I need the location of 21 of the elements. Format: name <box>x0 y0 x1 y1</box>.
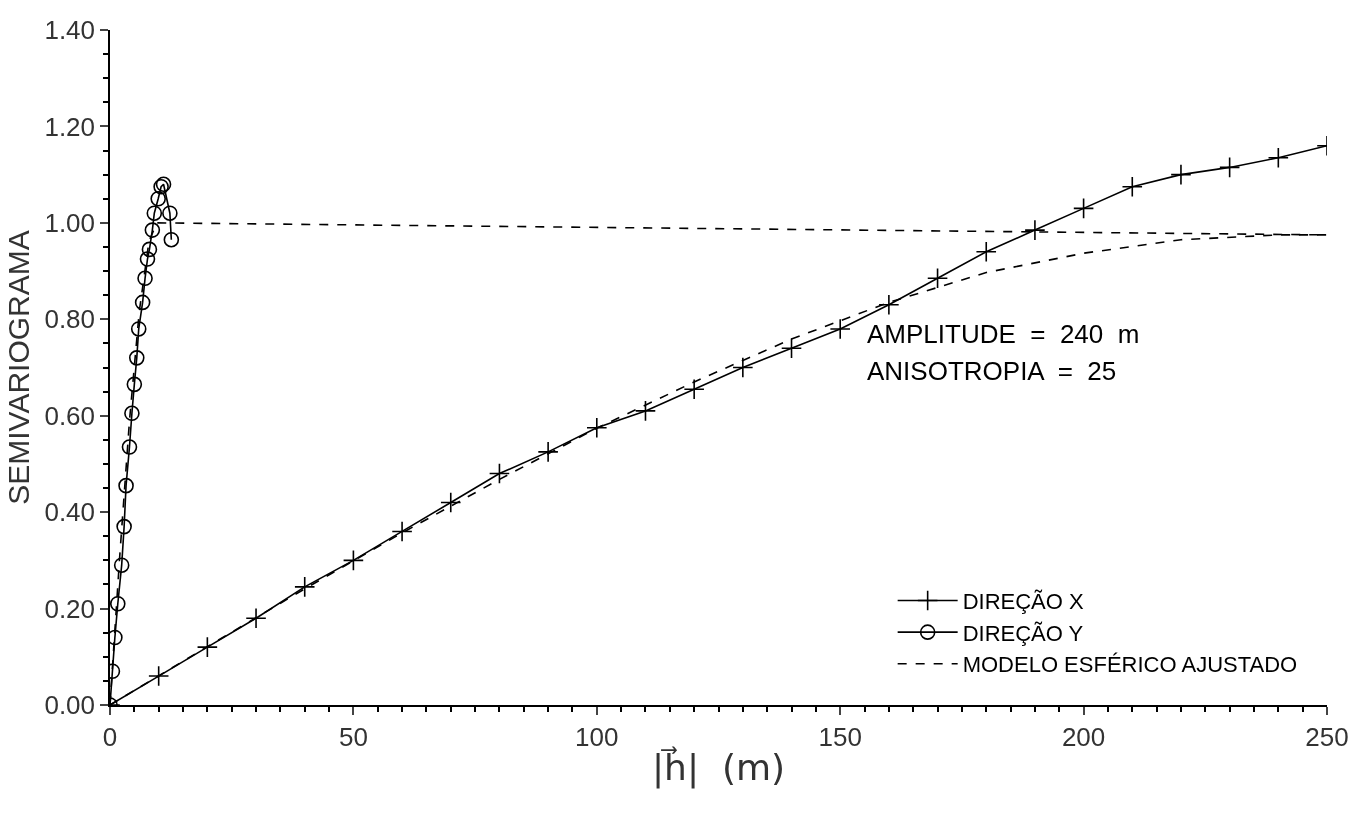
legend-label: DIREÇÃO X <box>962 589 1085 615</box>
y-tick-label: 1.00 <box>44 207 96 238</box>
x-tick-label: 0 <box>102 721 118 752</box>
x-tick-label: 150 <box>818 721 862 752</box>
y-tick-label: 0.80 <box>44 304 96 335</box>
x-tick-label: 200 <box>1061 721 1106 752</box>
y-tick-label: 0.00 <box>44 690 96 721</box>
x-axis-title: |h⃗| (m) <box>651 745 786 790</box>
x-tick-label: 50 <box>338 721 368 752</box>
y-tick-label: 1.20 <box>44 111 96 142</box>
x-tick-label: 250 <box>1305 721 1349 752</box>
x-tick-label: 100 <box>575 721 619 752</box>
annotation: AMPLITUDE = 240 m <box>867 319 1140 349</box>
legend-label: DIREÇÃO Y <box>962 620 1084 646</box>
y-tick-label: 1.40 <box>44 15 96 46</box>
y-axis-title: SEMIVARIOGRAMA <box>1 230 35 505</box>
y-tick-label: 0.60 <box>44 400 96 431</box>
annotation: ANISOTROPIA = 25 <box>867 356 1117 386</box>
y-tick-label: 0.40 <box>44 497 96 528</box>
legend-label: MODELO ESFÉRICO AJUSTADO <box>962 652 1298 678</box>
y-tick-label: 0.20 <box>44 593 96 624</box>
